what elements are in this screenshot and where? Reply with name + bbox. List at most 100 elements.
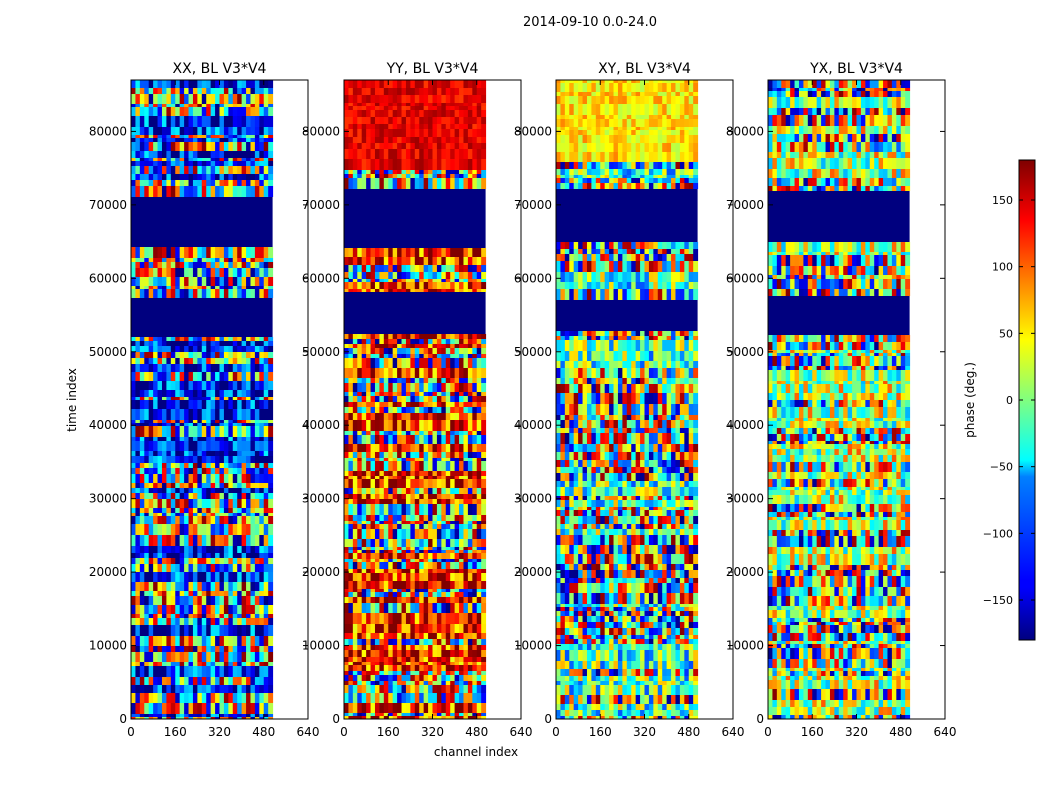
heatmap-cell bbox=[254, 397, 260, 400]
heatmap-cell bbox=[467, 461, 473, 471]
heatmap-cell bbox=[161, 493, 167, 499]
heatmap-cell bbox=[388, 279, 394, 282]
heatmap-cell bbox=[370, 613, 376, 624]
heatmap-cell bbox=[184, 483, 190, 488]
heatmap-cell bbox=[184, 703, 190, 714]
heatmap-cell bbox=[197, 364, 203, 372]
heatmap-cell bbox=[370, 521, 376, 524]
heatmap-cell bbox=[388, 639, 394, 645]
heatmap-cell bbox=[144, 646, 150, 652]
heatmap-cell bbox=[419, 248, 425, 257]
heatmap-cell bbox=[157, 426, 163, 437]
heatmap-cell bbox=[268, 524, 274, 535]
heatmap-cell bbox=[161, 693, 167, 703]
heatmap-cell bbox=[144, 488, 150, 493]
heatmap-cell bbox=[344, 88, 349, 95]
heatmap-cell bbox=[436, 471, 442, 476]
heatmap-cell bbox=[344, 476, 349, 479]
heatmap-cell bbox=[392, 106, 398, 110]
heatmap-cell bbox=[268, 161, 274, 166]
heatmap-cell bbox=[463, 257, 469, 265]
heatmap-cell bbox=[219, 268, 225, 277]
heatmap-cell bbox=[188, 397, 194, 400]
heatmap-cell bbox=[370, 334, 376, 339]
heatmap-cell bbox=[232, 135, 238, 138]
heatmap-cell bbox=[237, 614, 243, 618]
heatmap-cell bbox=[410, 368, 416, 378]
heatmap-cell bbox=[232, 558, 238, 564]
heatmap-cell bbox=[170, 717, 176, 719]
heatmap-band bbox=[131, 223, 273, 232]
heatmap-cell bbox=[423, 170, 429, 174]
heatmap-cell bbox=[419, 452, 425, 458]
heatmap-cell bbox=[241, 104, 247, 107]
heatmap-cell bbox=[454, 494, 460, 499]
heatmap-cell bbox=[237, 364, 243, 372]
heatmap-cell bbox=[352, 392, 358, 396]
heatmap-cell bbox=[184, 352, 190, 358]
heatmap-cell bbox=[432, 368, 438, 378]
y-tick-label: 0 bbox=[119, 712, 127, 726]
heatmap-cell bbox=[374, 279, 380, 282]
heatmap-cell bbox=[131, 666, 136, 677]
heatmap-cell bbox=[206, 277, 212, 286]
heatmap-cell bbox=[405, 265, 411, 272]
heatmap-cell bbox=[153, 646, 159, 652]
heatmap-cell bbox=[366, 581, 372, 589]
heatmap-cell bbox=[361, 657, 367, 662]
heatmap-cell bbox=[476, 279, 482, 282]
heatmap-cell bbox=[352, 396, 358, 402]
heatmap-cell bbox=[175, 614, 181, 618]
heatmap-cell bbox=[481, 547, 487, 550]
heatmap-cell bbox=[414, 452, 420, 458]
heatmap-cell bbox=[166, 703, 172, 714]
heatmap-cell bbox=[423, 257, 429, 265]
heatmap-cell bbox=[450, 178, 456, 189]
heatmap-cell bbox=[250, 685, 256, 693]
heatmap-cell bbox=[344, 524, 349, 529]
heatmap-cell bbox=[374, 562, 380, 569]
heatmap-cell bbox=[410, 550, 416, 553]
heatmap-cell bbox=[268, 180, 274, 186]
heatmap-cell bbox=[401, 573, 407, 581]
heatmap-cell bbox=[192, 666, 198, 677]
heatmap-cell bbox=[179, 693, 185, 703]
heatmap-cell bbox=[268, 268, 274, 277]
heatmap-cell bbox=[459, 339, 464, 344]
heatmap-cell bbox=[237, 546, 243, 553]
heatmap-cell bbox=[237, 426, 243, 437]
heatmap-cell bbox=[428, 645, 433, 650]
heatmap-cell bbox=[135, 516, 141, 524]
heatmap-cell bbox=[401, 504, 407, 515]
heatmap-cell bbox=[166, 420, 172, 423]
heatmap-cell bbox=[383, 569, 389, 573]
heatmap-cell bbox=[263, 714, 269, 717]
heatmap-cell bbox=[241, 474, 247, 483]
heatmap-cell bbox=[153, 80, 159, 88]
heatmap-cell bbox=[445, 344, 451, 348]
heatmap-cell bbox=[388, 650, 394, 657]
heatmap-cell bbox=[223, 524, 229, 535]
heatmap-cell bbox=[392, 431, 398, 435]
heatmap-cell bbox=[219, 493, 225, 499]
heatmap-cell bbox=[131, 352, 136, 358]
heatmap-cell bbox=[228, 104, 234, 107]
heatmap-cell bbox=[201, 138, 207, 142]
heatmap-cell bbox=[254, 546, 260, 553]
heatmap-cell bbox=[344, 178, 349, 189]
heatmap-cell bbox=[459, 143, 464, 149]
heatmap-cell bbox=[445, 444, 451, 452]
heatmap-cell bbox=[144, 423, 150, 426]
heatmap-cell bbox=[135, 138, 141, 142]
heatmap-cell bbox=[237, 553, 243, 558]
heatmap-cell bbox=[148, 286, 154, 289]
heatmap-cell bbox=[215, 591, 220, 596]
heatmap-cell bbox=[392, 624, 398, 633]
heatmap-cell bbox=[246, 605, 251, 614]
heatmap-cell bbox=[161, 180, 167, 186]
heatmap-cell bbox=[463, 174, 469, 178]
heatmap-cell bbox=[374, 592, 380, 597]
heatmap-cell bbox=[197, 258, 203, 262]
heatmap-cell bbox=[450, 569, 456, 573]
heatmap-cell bbox=[237, 268, 243, 277]
